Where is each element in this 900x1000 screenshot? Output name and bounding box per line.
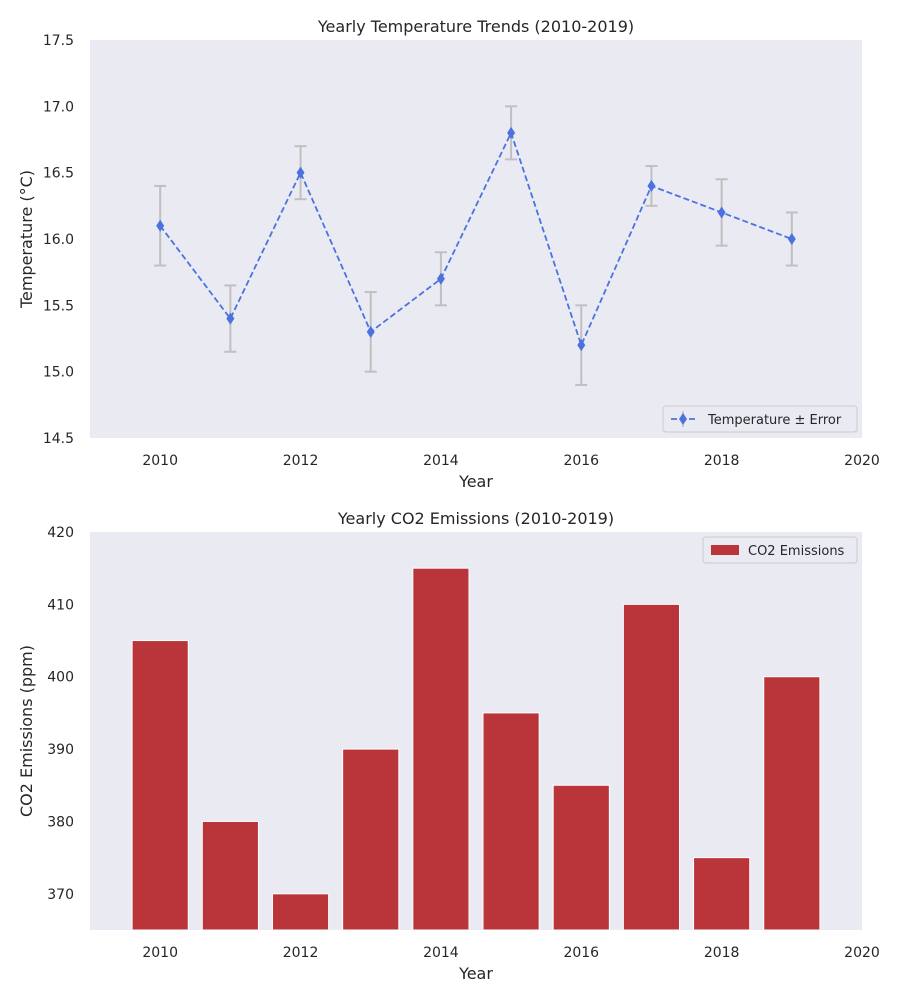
chart-title: Yearly CO2 Emissions (2010-2019) (337, 509, 614, 528)
data-point (296, 166, 305, 179)
bar (693, 857, 751, 931)
x-tick-label: 2020 (844, 945, 880, 961)
data-point (507, 126, 516, 139)
y-tick-label: 15.5 (43, 298, 74, 314)
y-tick-label: 410 (47, 597, 74, 613)
y-tick-label: 380 (47, 814, 74, 830)
x-tick-label: 2020 (844, 453, 880, 469)
x-tick-label: 2018 (704, 453, 740, 469)
y-tick-label: 370 (47, 887, 74, 903)
data-point (647, 179, 656, 192)
data-point (366, 325, 375, 338)
x-tick-label: 2010 (142, 945, 178, 961)
y-axis-label: CO2 Emissions (ppm) (17, 645, 36, 817)
y-tick-label: 400 (47, 670, 74, 686)
bar (622, 603, 681, 931)
data-point (787, 233, 796, 245)
x-tick-label: 2016 (563, 453, 599, 469)
data-point (436, 272, 445, 285)
data-point (577, 339, 586, 352)
x-tick-label: 2012 (283, 945, 319, 961)
bar (342, 748, 400, 931)
bar (763, 676, 821, 931)
series-line (159, 130, 793, 348)
x-tick-label: 2016 (563, 945, 599, 961)
x-tick-label: 2012 (283, 453, 319, 469)
y-tick-label: 17.5 (43, 33, 74, 49)
bar (482, 712, 540, 931)
x-tick-label: 2010 (142, 453, 178, 469)
data-point (717, 206, 726, 219)
legend-label: CO2 Emissions (748, 544, 845, 559)
bar (412, 567, 470, 931)
y-tick-label: 14.5 (43, 431, 74, 447)
legend-label: Temperature ± Error (707, 413, 842, 428)
bar (271, 893, 330, 931)
plot-area (90, 40, 862, 438)
y-tick-label: 15.0 (43, 365, 74, 381)
y-tick-label: 420 (47, 525, 74, 541)
y-tick-label: 16.0 (43, 232, 74, 248)
y-axis-label: Temperature (°C) (17, 170, 36, 309)
chart-title: Yearly Temperature Trends (2010-2019) (317, 17, 634, 36)
y-tick-label: 16.5 (43, 166, 74, 182)
x-axis-label: Year (458, 964, 493, 983)
bar (201, 820, 259, 931)
series-co2 (131, 567, 821, 931)
x-tick-label: 2014 (423, 453, 459, 469)
legend: Temperature ± Error (662, 405, 858, 433)
legend: CO2 Emissions (702, 536, 858, 564)
legend-swatch (711, 545, 739, 555)
legend-marker (679, 413, 687, 425)
legend-box (662, 405, 858, 433)
bar (552, 784, 610, 931)
data-point (226, 312, 235, 325)
x-tick-label: 2018 (704, 945, 740, 961)
x-axis-label: Year (458, 472, 493, 491)
data-point (156, 219, 165, 232)
legend-box (702, 536, 858, 564)
bar (131, 640, 189, 931)
y-tick-label: 17.0 (43, 99, 74, 115)
y-tick-label: 390 (47, 742, 74, 758)
series-temperature (154, 105, 798, 386)
x-tick-label: 2014 (423, 945, 459, 961)
